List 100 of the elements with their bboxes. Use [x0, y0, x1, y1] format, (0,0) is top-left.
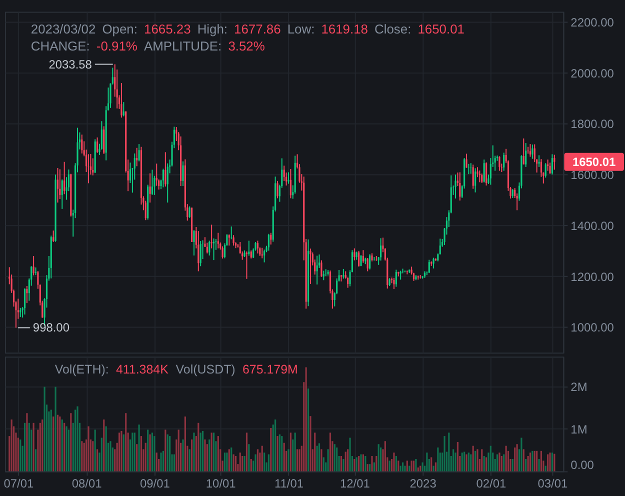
annotation: Close: 1650.01 — [374, 22, 464, 37]
candlestick — [503, 152, 505, 172]
candlestick — [547, 159, 549, 172]
candlestick — [544, 162, 546, 178]
candlestick — [26, 286, 28, 304]
candlestick — [166, 162, 168, 204]
x-tick-label: 07/01 — [4, 476, 34, 491]
x-tick-label: 12/01 — [340, 476, 370, 491]
candlestick — [208, 240, 210, 256]
y-tick-label: 1M — [570, 422, 588, 436]
candlestick — [393, 277, 395, 290]
candlestick — [193, 230, 195, 256]
candlestick — [551, 154, 554, 176]
candlestick — [525, 142, 527, 168]
annotation: Low: 1619.18 — [287, 22, 368, 37]
candlestick — [290, 168, 292, 199]
candlestick — [428, 259, 430, 274]
candlestick — [261, 247, 263, 259]
candlestick — [485, 162, 488, 186]
candlestick — [522, 138, 524, 165]
candlestick — [366, 258, 368, 272]
candlestick — [212, 238, 215, 261]
candlestick — [498, 156, 500, 172]
x-tick-label: 2023 — [410, 476, 437, 491]
candlestick — [151, 169, 154, 196]
annotation: Open: 1665.23 — [102, 22, 191, 37]
annotation: High: 1677.86 — [197, 22, 281, 37]
candlestick — [481, 173, 483, 184]
candlestick — [459, 172, 461, 202]
annotation: 2023/03/02 — [30, 22, 96, 37]
x-tick-label: 02/01 — [476, 476, 506, 491]
candlestick — [96, 136, 98, 154]
candlestick — [59, 168, 61, 200]
candlestick — [56, 167, 59, 204]
y-tick-label: 2000.00 — [570, 66, 614, 80]
y-tick-label: 2M — [570, 380, 588, 394]
candlestick — [248, 240, 250, 256]
candlestick — [52, 230, 54, 242]
candlestick — [162, 168, 164, 188]
candlestick — [288, 172, 290, 184]
candlestick — [283, 165, 285, 182]
candlestick — [268, 233, 270, 252]
candlestick — [466, 153, 468, 168]
candlestick — [432, 257, 434, 269]
annotation: 2033.58 — [48, 57, 92, 72]
y-tick-label: 1200.00 — [570, 270, 614, 284]
candlestick — [354, 248, 356, 261]
candlestick — [320, 260, 322, 278]
candlestick — [156, 163, 158, 186]
candlestick — [20, 307, 22, 318]
candlestick — [322, 270, 324, 281]
y-tick-label: 1400.00 — [570, 218, 614, 233]
candlestick — [380, 238, 382, 262]
candlestick — [246, 250, 248, 280]
annotation: AMPLITUDE: 3.52% — [144, 38, 266, 54]
candlestick — [362, 250, 364, 264]
candlestick — [276, 180, 278, 199]
x-tick-label: 03/01 — [538, 476, 568, 491]
candlestick — [554, 154, 556, 170]
candlestick — [120, 82, 122, 118]
candlestick — [529, 144, 532, 158]
annotation: Vol(ETH): 411.384K — [54, 362, 170, 377]
candlestick — [81, 134, 83, 154]
candlestick — [369, 254, 371, 270]
candlestick — [32, 255, 34, 276]
candlestick — [342, 268, 344, 280]
candlestick — [164, 152, 166, 188]
candlestick — [149, 172, 151, 204]
candlestick — [256, 240, 259, 254]
candlestick — [200, 240, 202, 267]
candlestick — [232, 234, 234, 246]
candlestick — [310, 248, 312, 284]
candlestick — [61, 178, 63, 210]
candlestick — [358, 250, 360, 268]
candlestick — [24, 288, 26, 316]
candlestick — [217, 232, 219, 249]
annotation: CHANGE: -0.91% — [30, 38, 138, 54]
y-tick-label: 1000.00 — [570, 320, 614, 335]
candlestick — [182, 160, 184, 187]
x-tick-label: 10/01 — [206, 476, 236, 491]
candlestick — [122, 102, 124, 117]
candlestick — [406, 270, 408, 275]
candlestick — [483, 159, 485, 183]
candlestick — [472, 164, 474, 190]
candlestick — [222, 246, 224, 260]
candlestick — [264, 249, 266, 263]
candlestick — [316, 255, 318, 285]
y-tick-label: 1600.00 — [570, 168, 614, 182]
candlestick — [538, 154, 540, 168]
candlestick — [198, 230, 200, 272]
candlestick — [474, 168, 476, 193]
annotation: 1650.01 — [572, 154, 616, 169]
candlestick — [454, 174, 456, 199]
y-tick-label: 2200.00 — [570, 15, 614, 30]
candlestick — [136, 147, 138, 167]
candlestick — [532, 144, 534, 160]
candlestick — [138, 144, 140, 162]
candlestick — [64, 161, 66, 195]
y-tick-label: 1800.00 — [570, 117, 614, 132]
x-tick-label: 08/01 — [72, 476, 102, 491]
